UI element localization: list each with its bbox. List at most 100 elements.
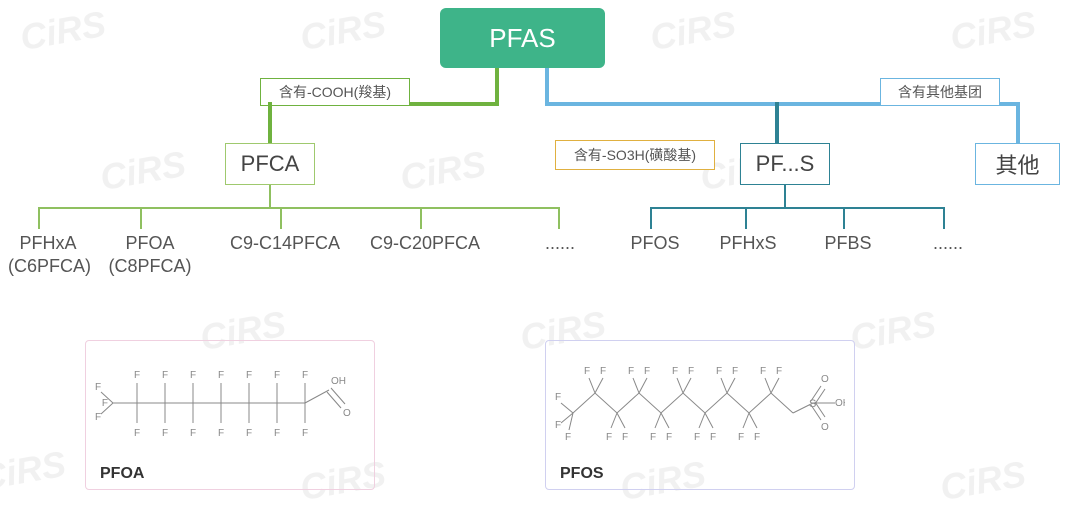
- svg-text:F: F: [644, 366, 650, 377]
- watermark: CiRS: [947, 3, 1039, 59]
- svg-text:F: F: [95, 412, 101, 423]
- leaf-text: PFOS: [630, 233, 679, 253]
- connector: [775, 102, 779, 147]
- node-other: 其他: [975, 143, 1060, 185]
- leaf-line1: C9-C14PFCA: [220, 232, 350, 255]
- connector: [745, 207, 747, 229]
- watermark: CiRS: [937, 453, 1029, 509]
- connector: [943, 207, 945, 229]
- svg-text:O: O: [343, 408, 351, 419]
- svg-text:F: F: [694, 432, 700, 443]
- watermark: CiRS: [847, 303, 939, 359]
- leaf-pfhxa: PFHxA (C6PFCA): [8, 232, 88, 279]
- watermark: CiRS: [97, 143, 189, 199]
- leaf-c9c14: C9-C14PFCA: [220, 232, 350, 255]
- svg-text:F: F: [776, 366, 782, 377]
- molecule-pfos-label: PFOS: [560, 465, 604, 483]
- watermark: CiRS: [0, 443, 69, 499]
- label-so3h-text: 含有-SO3H(磺酸基): [574, 145, 696, 165]
- leaf-pfbs: PFBS: [818, 232, 878, 255]
- leaf-text: ......: [933, 233, 963, 253]
- svg-text:F: F: [134, 370, 140, 381]
- svg-text:F: F: [754, 432, 760, 443]
- node-pfs-label: PF...S: [756, 151, 815, 177]
- node-pfca: PFCA: [225, 143, 315, 185]
- watermark: CiRS: [397, 143, 489, 199]
- svg-text:F: F: [732, 366, 738, 377]
- leaf-text: PFHxS: [719, 233, 776, 253]
- svg-text:F: F: [555, 420, 561, 431]
- connector: [280, 207, 282, 229]
- leaf-line1: ......: [530, 232, 590, 255]
- svg-text:F: F: [246, 428, 252, 439]
- svg-text:F: F: [600, 366, 606, 377]
- svg-text:F: F: [218, 370, 224, 381]
- watermark: CiRS: [647, 3, 739, 59]
- svg-text:F: F: [738, 432, 744, 443]
- svg-text:OH: OH: [835, 398, 845, 409]
- leaf-line1: PFOA: [105, 232, 195, 255]
- svg-text:F: F: [102, 398, 108, 409]
- svg-text:F: F: [190, 428, 196, 439]
- molecule-pfos-struct: FFF FF FF FF FF FF FF FF FF FF S OO OH: [555, 348, 845, 458]
- root-pfas: PFAS: [440, 8, 605, 68]
- connector: [268, 102, 272, 147]
- connector: [650, 207, 945, 209]
- leaf-pfoa: PFOA (C8PFCA): [105, 232, 195, 279]
- connector: [38, 207, 40, 229]
- connector: [495, 68, 499, 106]
- svg-text:F: F: [584, 366, 590, 377]
- svg-text:F: F: [302, 428, 308, 439]
- svg-text:F: F: [95, 382, 101, 393]
- svg-text:F: F: [716, 366, 722, 377]
- connector: [650, 207, 652, 229]
- svg-text:F: F: [555, 392, 561, 403]
- leaf-pfca-more: ......: [530, 232, 590, 255]
- svg-text:F: F: [162, 370, 168, 381]
- svg-text:F: F: [302, 370, 308, 381]
- svg-text:S: S: [809, 398, 816, 410]
- label-cooh: 含有-COOH(羧基): [260, 78, 410, 106]
- svg-text:F: F: [565, 432, 571, 443]
- svg-text:F: F: [628, 366, 634, 377]
- connector: [843, 207, 845, 229]
- connector: [545, 68, 549, 106]
- svg-text:F: F: [710, 432, 716, 443]
- svg-text:F: F: [760, 366, 766, 377]
- svg-text:F: F: [672, 366, 678, 377]
- leaf-line2: (C6PFCA): [8, 255, 88, 278]
- svg-text:F: F: [274, 370, 280, 381]
- svg-text:O: O: [821, 422, 829, 433]
- label-other-text: 含有其他基团: [898, 82, 982, 102]
- label-so3h: 含有-SO3H(磺酸基): [555, 140, 715, 170]
- molecule-pfoa-struct: FFF FF FF FF FF FF FF FF O OH: [95, 348, 365, 458]
- connector: [38, 207, 560, 209]
- label-other-group: 含有其他基团: [880, 78, 1000, 106]
- leaf-text: PFBS: [824, 233, 871, 253]
- leaf-pfos: PFOS: [625, 232, 685, 255]
- svg-text:OH: OH: [331, 376, 346, 387]
- node-other-label: 其他: [995, 148, 1039, 180]
- leaf-pfhxs: PFHxS: [718, 232, 778, 255]
- svg-text:F: F: [246, 370, 252, 381]
- svg-text:F: F: [606, 432, 612, 443]
- leaf-line2: (C8PFCA): [105, 255, 195, 278]
- svg-text:F: F: [134, 428, 140, 439]
- node-pfca-label: PFCA: [241, 151, 300, 177]
- svg-text:F: F: [274, 428, 280, 439]
- connector: [558, 207, 560, 229]
- label-cooh-text: 含有-COOH(羧基): [279, 82, 391, 102]
- svg-text:F: F: [190, 370, 196, 381]
- svg-text:F: F: [162, 428, 168, 439]
- root-label: PFAS: [489, 23, 555, 54]
- connector: [420, 207, 422, 229]
- connector: [269, 185, 271, 207]
- svg-text:O: O: [821, 374, 829, 385]
- leaf-c9c20: C9-C20PFCA: [360, 232, 490, 255]
- connector: [784, 185, 786, 207]
- svg-text:F: F: [688, 366, 694, 377]
- watermark: CiRS: [17, 3, 109, 59]
- svg-text:F: F: [218, 428, 224, 439]
- connector: [1016, 102, 1020, 147]
- molecule-pfoa-label: PFOA: [100, 465, 144, 483]
